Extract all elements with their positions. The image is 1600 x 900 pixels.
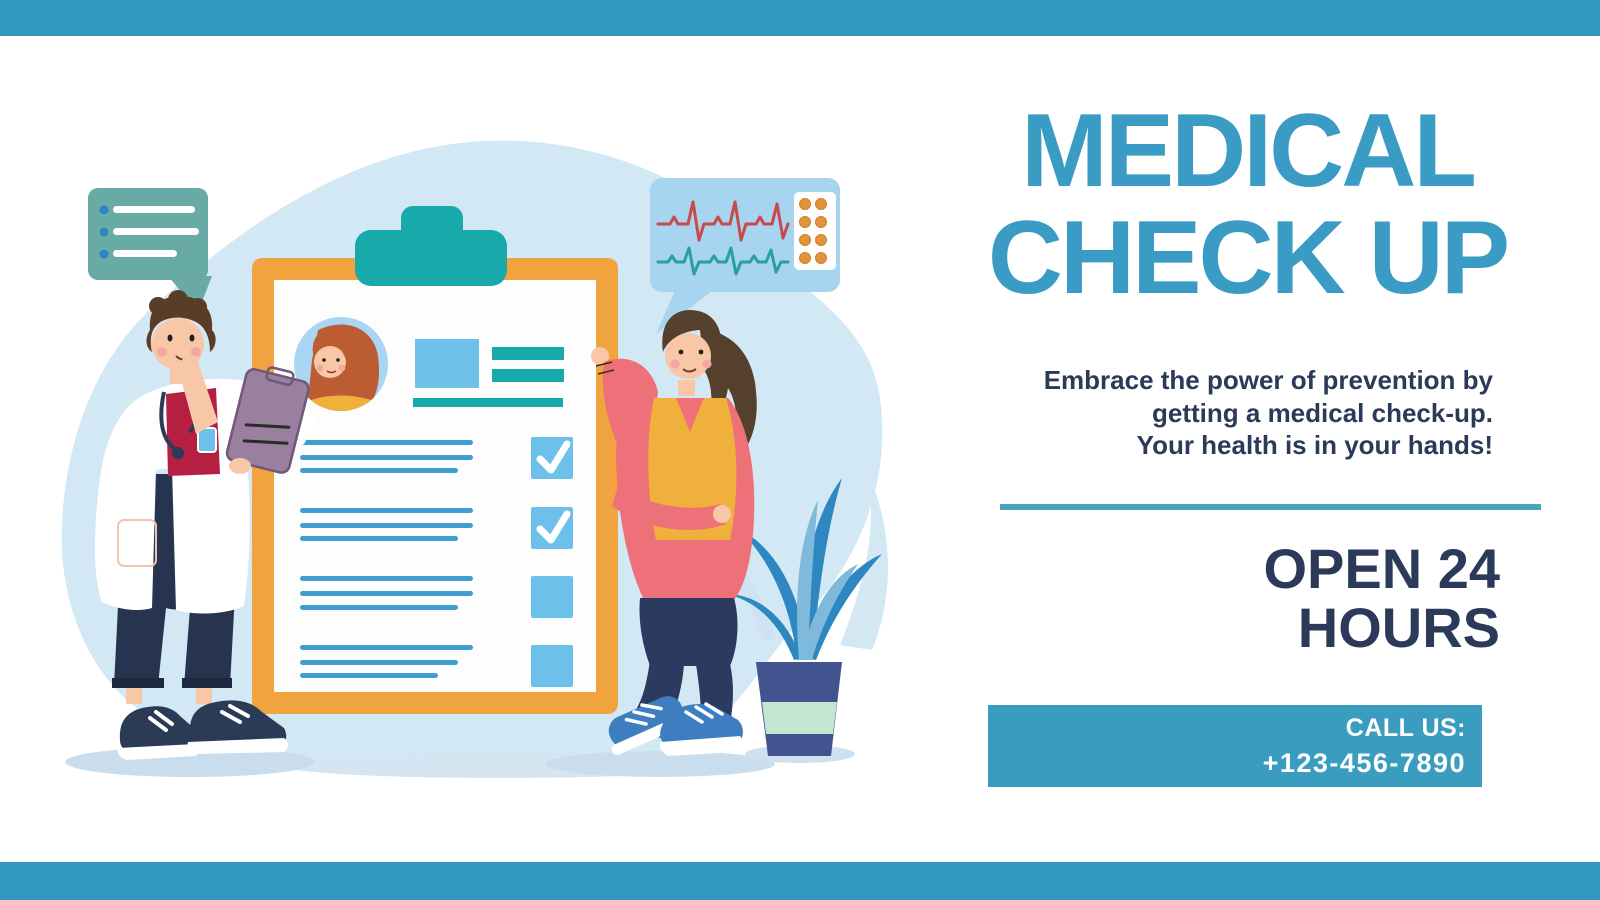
right-text-panel: MEDICAL CHECK UP Embrace the power of pre… <box>950 0 1545 862</box>
top-accent-bar <box>0 0 1600 36</box>
checklist-text-lines <box>300 440 473 678</box>
bottom-accent-bar <box>0 862 1600 900</box>
speech-bubble-icon <box>88 188 212 312</box>
divider-rule <box>1000 504 1541 510</box>
tagline: Embrace the power of prevention by getti… <box>1044 364 1493 462</box>
call-us-box: CALL US: +123-456-7890 <box>988 705 1482 787</box>
avatar <box>294 317 388 411</box>
checklist-checkboxes <box>531 437 573 687</box>
hours-line-2: HOURS <box>1297 595 1500 659</box>
call-us-label: CALL US: <box>1345 713 1466 742</box>
tagline-line-3: Your health is in your hands! <box>1136 430 1493 460</box>
patient-character <box>591 310 757 756</box>
heartbeat-monitor-icon <box>650 178 840 334</box>
title-line-2: CHECK UP <box>987 200 1510 317</box>
pill-pack-icon <box>794 192 836 270</box>
phone-number: +123-456-7890 <box>1262 747 1466 778</box>
hours-line-1: OPEN 24 <box>1263 537 1500 600</box>
checkmark-icon <box>536 510 571 544</box>
checkmark-icon <box>536 440 571 474</box>
doctor-tablet <box>225 366 310 474</box>
potted-plant <box>662 470 888 756</box>
doctor-character <box>94 290 319 760</box>
clipboard-checklist <box>252 206 618 714</box>
hours-text: OPEN 24 HOURS <box>1263 537 1500 659</box>
medical-checkup-illustration <box>61 140 888 778</box>
tagline-line-2: getting a medical check-up. <box>1152 397 1493 428</box>
title-line-1: MEDICAL <box>1021 93 1477 209</box>
tagline-line-1: Embrace the power of prevention by <box>1043 365 1493 395</box>
poster-title: MEDICAL CHECK UP <box>950 97 1545 312</box>
